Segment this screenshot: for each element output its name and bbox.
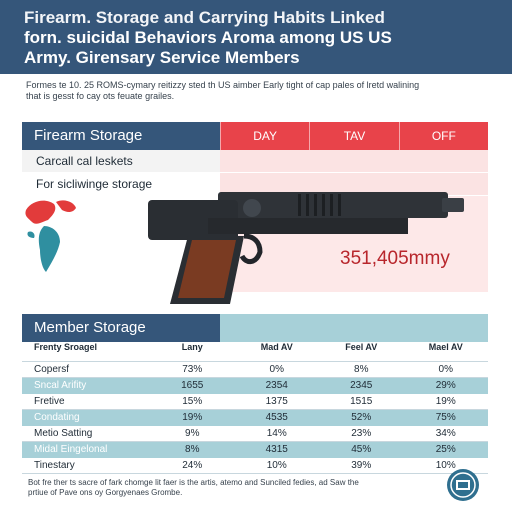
table-row: Copersf 73% 0% 8% 0% (22, 362, 488, 378)
table-cell: 10% (435, 460, 456, 471)
storage-row-fill (220, 173, 488, 195)
table-cell: 75% (435, 412, 456, 423)
table-cell: 2345 (350, 380, 373, 391)
storage-section-header: Firearm Storage DAY TAV OFF (22, 122, 488, 150)
intro-line-2: that is gesst fo cay ots feuate grailes. (26, 91, 175, 101)
table-cell: 8% (354, 364, 369, 375)
intro-text: Formes te 10. 25 ROMS-cymary reitizzy st… (26, 80, 496, 102)
table-cell: 4535 (265, 412, 288, 423)
table-cell: 0% (438, 364, 453, 375)
column-day: DAY (220, 122, 310, 150)
table-header-cell: Frenty Sroagel (34, 342, 98, 352)
army-seal-icon (447, 469, 479, 501)
member-storage-table: Frenty Sroagel Lany Mad AV Feel AV Mael … (22, 342, 488, 474)
table-cell: Metio Satting (34, 428, 93, 439)
table-cell: 4315 (265, 444, 288, 455)
table-cell: 8% (185, 444, 200, 455)
table-cell: 15% (182, 396, 203, 407)
table-cell: 25% (435, 444, 456, 455)
table-cell: 1515 (350, 396, 373, 407)
table-cell: 14% (266, 428, 287, 439)
table-cell: 19% (435, 396, 456, 407)
table-row: Midal Eingelonal 8% 4315 45% 25% (22, 442, 488, 458)
table-cell: 34% (435, 428, 456, 439)
storage-section-title: Firearm Storage (22, 122, 220, 150)
storage-row-label: Carcall cal leskets (22, 150, 220, 172)
table-header-cell: Feel AV (345, 342, 378, 352)
member-section-header: Member Storage (22, 314, 488, 342)
intro-line-1: Formes te 10. 25 ROMS-cymary reitizzy st… (26, 80, 420, 90)
table-row: Condating 19% 4535 52% 75% (22, 410, 488, 426)
table-cell: 19% (182, 412, 203, 423)
storage-row: Carcall cal leskets (22, 150, 488, 172)
table-cell: Fretive (34, 396, 65, 407)
table-cell: 1375 (265, 396, 288, 407)
table-cell: 9% (185, 428, 200, 439)
table-row: Sncal Arifity 1655 2354 2345 29% (22, 378, 488, 394)
table-cell: 24% (182, 460, 203, 471)
table-cell: 0% (269, 364, 284, 375)
table-cell: 45% (351, 444, 372, 455)
footer-line-2: prtiue of Pave ons oy Gorgyenaes Grombe. (28, 488, 183, 497)
page-title-line-3: Army. Girensary Service Members (24, 48, 300, 67)
table-cell: 1655 (181, 380, 204, 391)
member-section-header-fill (220, 314, 488, 342)
table-cell: 23% (351, 428, 372, 439)
table-row: Tinestary 24% 10% 39% 10% (22, 458, 488, 474)
table-cell: Midal Eingelonal (34, 444, 108, 455)
header-banner: Firearm. Storage and Carrying Habits Lin… (0, 0, 512, 74)
table-header-cell: Mael AV (428, 342, 463, 352)
column-off: OFF (398, 122, 488, 150)
table-row: Fretive 15% 1375 1515 19% (22, 394, 488, 410)
storage-row: For sicliwinge storage (22, 173, 488, 195)
footer-line-1: Bot fre ther ts sacre of fark chomge lit… (28, 478, 359, 487)
table-cell: 52% (351, 412, 372, 423)
table-header-cell: Mad AV (260, 342, 293, 352)
storage-row-label: For sicliwinge storage (36, 177, 153, 191)
table-cell: Condating (34, 412, 80, 423)
table-cell: 39% (351, 460, 372, 471)
table-cell: Tinestary (34, 460, 75, 471)
table-cell: 73% (182, 364, 203, 375)
page-title-line-1: Firearm. Storage and Carrying Habits Lin… (24, 8, 385, 27)
storage-row-fill (220, 150, 488, 172)
table-header-cell: Lany (181, 342, 203, 352)
table-cell: Copersf (34, 364, 70, 375)
column-tav: TAV (309, 122, 399, 150)
pistol-illustration (148, 192, 464, 304)
table-cell: Sncal Arifity (34, 380, 87, 391)
storage-big-number: 351,405mmy (340, 248, 450, 269)
table-cell: 29% (435, 380, 456, 391)
page-title-line-2: forn. suicidal Behaviors Aroma among US … (24, 28, 392, 47)
table-cell: 10% (266, 460, 287, 471)
table-row: Metio Satting 9% 14% 23% 34% (22, 426, 488, 442)
world-map-icon (25, 200, 76, 272)
table-header-row: Frenty Sroagel Lany Mad AV Feel AV Mael … (22, 342, 488, 362)
member-section-title: Member Storage (22, 314, 220, 342)
footer-note: Bot fre ther ts sacre of fark chomge lit… (28, 478, 418, 498)
table-cell: 2354 (265, 380, 288, 391)
